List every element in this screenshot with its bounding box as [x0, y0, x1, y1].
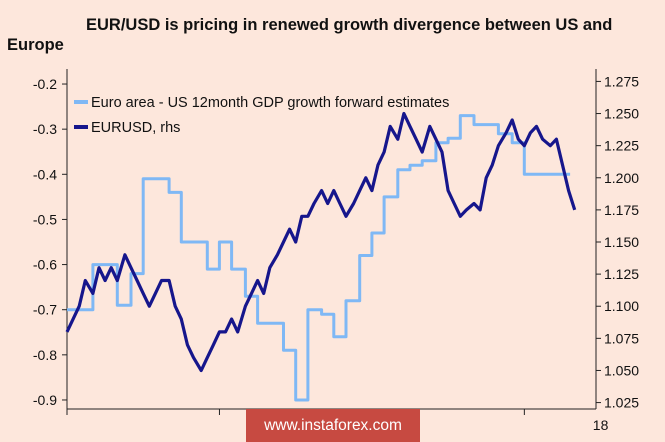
right-axis-tick-label: 1.175: [604, 202, 639, 218]
legend-label: EURUSD, rhs: [91, 120, 180, 136]
left-axis-tick-label: -0.6: [33, 257, 57, 273]
right-axis-tick-label: 1.025: [604, 395, 639, 411]
chart-title-line-2: Europe: [7, 36, 64, 54]
watermark-banner: www.instaforex.com: [246, 409, 420, 442]
eurusd-line: [65, 111, 577, 373]
chart-title-line-1: EUR/USD is pricing in renewed growth div…: [86, 16, 613, 34]
right-axis-tick-label: 1.150: [604, 234, 639, 250]
left-axis-tick-label: -0.2: [33, 76, 57, 92]
legend-label: Euro area - US 12month GDP growth forwar…: [91, 95, 449, 111]
left-axis-tick-label: -0.9: [33, 392, 57, 408]
right-axis-tick-label: 1.225: [604, 138, 639, 154]
left-axis-tick-label: -0.8: [33, 347, 57, 363]
right-axis-tick-label: 1.250: [604, 106, 639, 122]
right-axis-tick-label: 1.075: [604, 330, 639, 346]
right-axis-tick-label: 1.125: [604, 266, 639, 282]
right-axis-tick-label: 1.200: [604, 170, 639, 186]
x-axis-tick-label: 18: [593, 417, 609, 433]
right-axis-tick-label: 1.050: [604, 362, 639, 378]
right-axis-tick-label: 1.275: [604, 73, 639, 89]
left-axis-tick-label: -0.4: [33, 166, 57, 182]
left-axis-tick-label: -0.5: [33, 211, 57, 227]
left-axis-tick-label: -0.3: [33, 121, 57, 137]
left-axis-tick-label: -0.7: [33, 302, 57, 318]
gdp-growth-differential-line: [67, 114, 571, 402]
right-axis-tick-label: 1.100: [604, 298, 639, 314]
